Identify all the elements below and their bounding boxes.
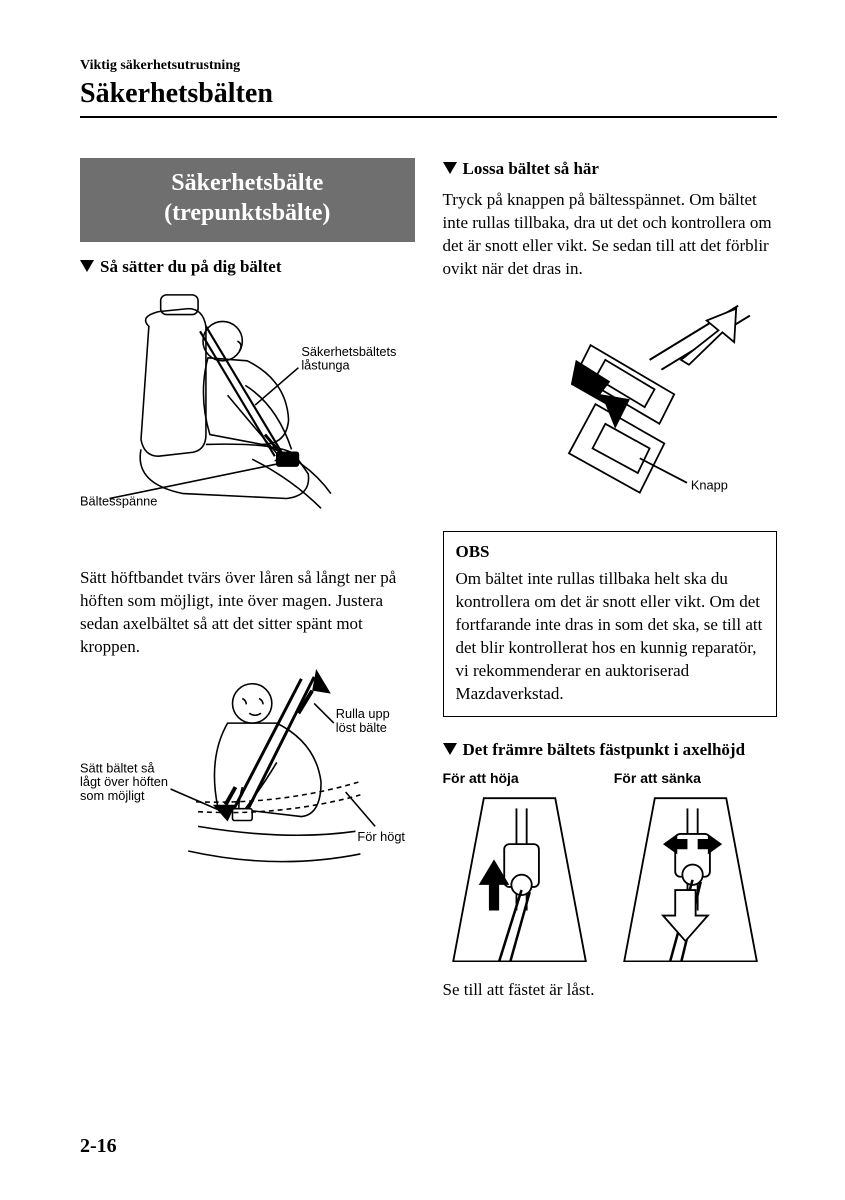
subheading-release: Lossa bältet så här — [443, 158, 778, 179]
anchor-raise: För att höja — [443, 770, 606, 966]
label-buckle: Bältesspänne — [80, 494, 157, 509]
page-title: Säkerhetsbälten — [80, 78, 777, 110]
section-label: Viktig säkerhetsutrustning — [80, 58, 777, 74]
figure-fasten-belt: Säkerhetsbältets låstunga Bältesspänne — [80, 287, 415, 553]
obs-note: OBS Om bältet inte rullas tillbaka helt … — [443, 531, 778, 717]
subheading-anchor: Det främre bältets fästpunkt i axelhöjd — [443, 739, 778, 760]
left-column: Säkerhetsbälte (trepunktsbälte) Så sätte… — [80, 158, 415, 1012]
label-tongue: Säkerhetsbältets låstunga — [301, 344, 400, 373]
triangle-icon — [80, 260, 94, 272]
anchor-raise-label: För att höja — [443, 770, 606, 786]
right-column: Lossa bältet så här Tryck på knappen på … — [443, 158, 778, 1012]
figure-anchor-adjust: För att höja — [443, 770, 778, 966]
anchor-lower: För att sänka — [614, 770, 777, 966]
label-button: Knapp — [690, 478, 727, 493]
triangle-icon — [443, 743, 457, 755]
subheading-text: Lossa bältet så här — [463, 158, 599, 179]
triangle-icon — [443, 162, 457, 174]
anchor-lower-label: För att sänka — [614, 770, 777, 786]
figure-buckle-release: Knapp — [443, 291, 778, 517]
figure-lap-belt: Sätt bältet så lågt över höften som möjl… — [80, 669, 415, 915]
page-header: Viktig säkerhetsutrustning Säkerhetsbält… — [80, 58, 777, 118]
obs-title: OBS — [456, 542, 765, 562]
content-columns: Säkerhetsbälte (trepunktsbälte) Så sätte… — [80, 158, 777, 1012]
paragraph-anchor-lock: Se till att fästet är låst. — [443, 979, 778, 1002]
subheading-text: Det främre bältets fästpunkt i axelhöjd — [463, 739, 746, 760]
paragraph-release: Tryck på knappen på bältesspännet. Om bä… — [443, 189, 778, 281]
subheading-text: Så sätter du på dig bältet — [100, 256, 282, 277]
header-rule — [80, 116, 777, 118]
banner-line-2: (trepunktsbälte) — [88, 198, 407, 228]
paragraph-fasten: Sätt höftbandet tvärs över låren så lång… — [80, 567, 415, 659]
banner-line-1: Säkerhetsbälte — [88, 168, 407, 198]
page-number: 2-16 — [80, 1135, 117, 1158]
label-low-hip: Sätt bältet så lågt över höften som möjl… — [80, 760, 172, 803]
section-banner: Säkerhetsbälte (trepunktsbälte) — [80, 158, 415, 242]
label-too-high: För högt — [357, 829, 405, 844]
label-roll-up: Rulla upp löst bälte — [336, 706, 393, 735]
obs-text: Om bältet inte rullas tillbaka helt ska … — [456, 568, 765, 706]
subheading-fasten: Så sätter du på dig bältet — [80, 256, 415, 277]
